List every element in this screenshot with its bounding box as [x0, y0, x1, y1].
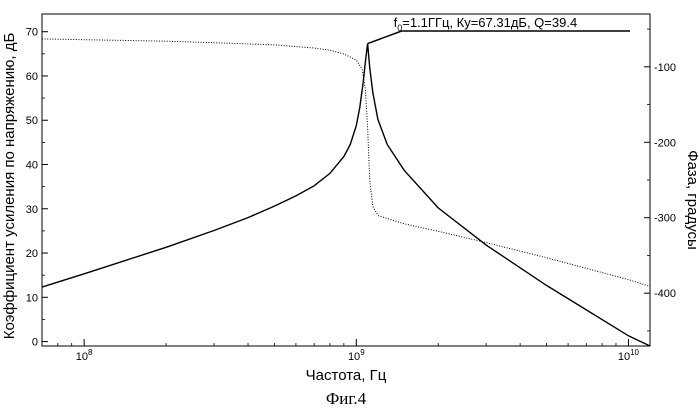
x-tick-base: 10: [618, 351, 630, 363]
figure-caption: Фиг.4: [326, 389, 367, 408]
x-tick-label: 108: [76, 348, 93, 363]
left-y-axis-label: Коэффициент усиления по напряжению, дБ: [1, 33, 18, 340]
x-tick-exponent: 9: [360, 348, 365, 357]
left-y-axis-ticks: 0 10 20 30 40 50 60 70: [26, 27, 48, 349]
left-y-tick-label: 10: [26, 292, 38, 304]
x-tick-exponent: 8: [88, 348, 93, 357]
annotation-rest: =1.1ГГц, Ку=67.31дБ, Q=39.4: [402, 15, 577, 30]
x-tick-base: 10: [348, 351, 360, 363]
x-tick-base: 10: [76, 351, 88, 363]
peak-annotation: f0=1.1ГГц, Ку=67.31дБ, Q=39.4: [368, 15, 630, 44]
phase-series-line: [42, 39, 650, 287]
plot-frame: [42, 14, 650, 346]
right-y-tick-label: -100: [654, 62, 676, 74]
left-y-tick-label: 0: [32, 337, 38, 349]
x-tick-label: 1010: [618, 348, 640, 363]
left-y-tick-label: 50: [26, 115, 38, 127]
left-y-tick-label: 40: [26, 160, 38, 172]
left-y-tick-label: 20: [26, 248, 38, 260]
left-y-tick-label: 30: [26, 204, 38, 216]
right-y-tick-label: -200: [654, 137, 676, 149]
annotation-leader-line: [368, 31, 630, 44]
right-y-tick-label: -400: [654, 288, 676, 300]
x-axis-label: Частота, Гц: [306, 367, 387, 384]
x-axis-ticks: 1081091010: [42, 339, 640, 363]
left-y-tick-label: 60: [26, 71, 38, 83]
right-y-axis-ticks: -100 -200 -300 -400: [644, 29, 676, 331]
gain-series-line: [42, 44, 650, 346]
x-tick-exponent: 10: [630, 348, 639, 357]
right-y-axis-label: Фаза, градусы: [684, 150, 699, 250]
series-layer: [42, 39, 650, 346]
left-y-tick-label: 70: [26, 27, 38, 39]
right-y-tick-label: -300: [654, 213, 676, 225]
x-tick-label: 109: [348, 348, 365, 363]
